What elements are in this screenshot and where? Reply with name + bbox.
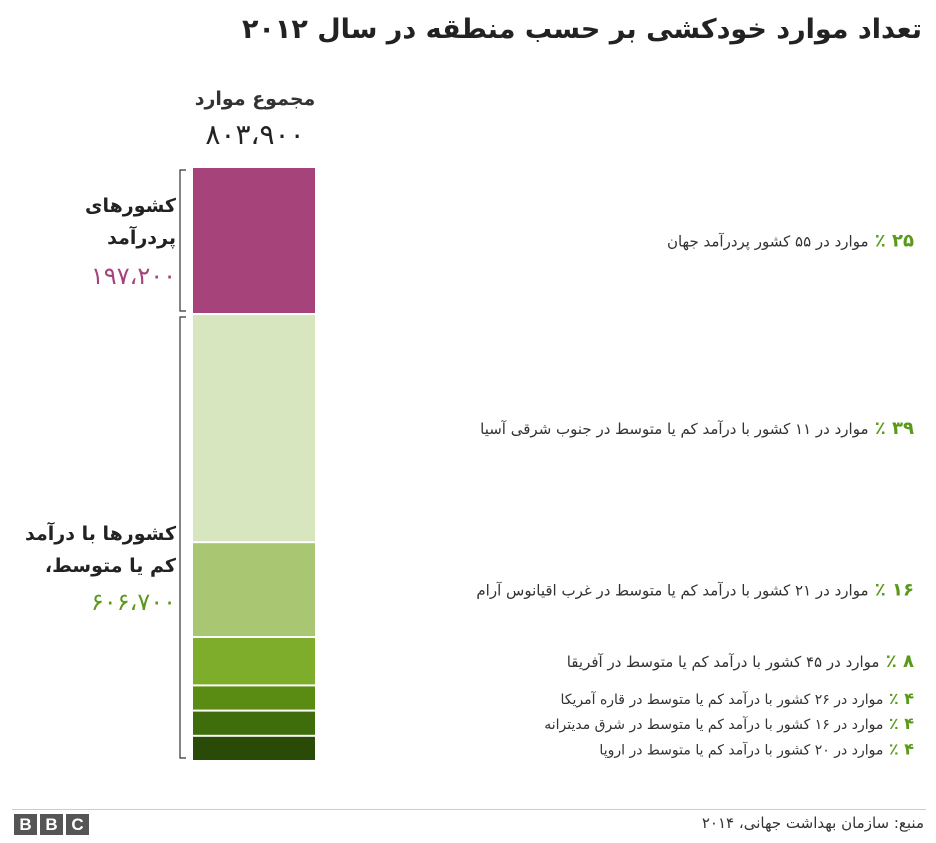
total-label: مجموع موارد: [194, 88, 316, 110]
segment-label: ۴ ٪ موارد در ۱۶ کشور با درآمد کم یا متوس…: [544, 714, 914, 733]
group-label-line: کشورها با درآمد: [25, 523, 176, 545]
logo-letter: B: [40, 814, 63, 835]
source-note: منبع: سازمان بهداشت جهانی، ۲۰۱۴: [701, 814, 924, 832]
logo-letter: B: [14, 814, 37, 835]
segment-description: موارد در ۵۵ کشور پردرآمد جهان: [667, 233, 869, 252]
group-label-line: پردرآمد: [107, 227, 176, 249]
segment-label: ۴ ٪ موارد در ۲۶ کشور با درآمد کم یا متوس…: [560, 689, 914, 708]
segment-percent: ۴ ٪: [883, 689, 914, 708]
bracket-low-middle-income: [179, 316, 186, 759]
bar-segment: [193, 686, 315, 710]
segment-description: موارد در ۲۰ کشور با درآمد کم یا متوسط در…: [599, 741, 883, 758]
bar-segment: [193, 315, 315, 542]
bracket-high-income: [179, 169, 186, 312]
segment-percent: ۱۶ ٪: [868, 580, 914, 601]
segment-description: موارد در ۱۶ کشور با درآمد کم یا متوسط در…: [544, 716, 883, 733]
group-value-low-middle-income: ۶۰۶،۷۰۰: [90, 588, 176, 616]
bbc-logo: B B C: [14, 814, 89, 835]
bar-segment: [193, 543, 315, 636]
segment-percent: ۲۵ ٪: [868, 231, 914, 252]
segment-percent: ۴ ٪: [883, 739, 914, 758]
total-value: ۸۰۳،۹۰۰: [205, 118, 305, 151]
bar-segment: [193, 711, 315, 735]
segment-label: ۳۹ ٪ موارد در ۱۱ کشور با درآمد کم یا متو…: [480, 418, 914, 439]
group-label-line: کم یا متوسط،: [44, 555, 176, 577]
segment-label: ۱۶ ٪ موارد در ۲۱ کشور با درآمد کم یا متو…: [476, 580, 914, 601]
segment-label: ۴ ٪ موارد در ۲۰ کشور با درآمد کم یا متوس…: [599, 739, 914, 758]
group-label-low-middle-income: کشورها با درآمد کم یا متوسط،: [10, 518, 176, 582]
group-value-high-income: ۱۹۷،۲۰۰: [90, 262, 176, 290]
logo-letter: C: [66, 814, 89, 835]
segment-percent: ۸ ٪: [879, 651, 914, 672]
segment-percent: ۳۹ ٪: [868, 418, 914, 439]
segment-label: ۸ ٪ موارد در ۴۵ کشور با درآمد کم یا متوس…: [567, 651, 914, 672]
bar-segment: [193, 736, 315, 760]
segment-description: موارد در ۲۶ کشور با درآمد کم یا متوسط در…: [560, 691, 883, 708]
footer-divider: [12, 809, 926, 810]
bar-segment: [193, 168, 315, 313]
bar-segment: [193, 638, 315, 685]
group-label-line: کشورهای: [85, 195, 176, 217]
segment-description: موارد در ۴۵ کشور با درآمد کم یا متوسط در…: [567, 653, 880, 671]
segment-percent: ۴ ٪: [883, 714, 914, 733]
segment-description: موارد در ۲۱ کشور با درآمد کم یا متوسط در…: [476, 582, 868, 600]
chart-title: تعداد موارد خودکشی بر حسب منطقه در سال ۲…: [241, 14, 922, 45]
stacked-bar-chart: ۲۵ ٪ موارد در ۵۵ کشور پردرآمد جهان ۳۹ ٪ م…: [179, 168, 914, 760]
segment-label: ۲۵ ٪ موارد در ۵۵ کشور پردرآمد جهان: [667, 231, 914, 252]
segment-description: موارد در ۱۱ کشور با درآمد کم یا متوسط در…: [480, 420, 868, 438]
group-label-high-income: کشورهای پردرآمد: [10, 190, 176, 254]
